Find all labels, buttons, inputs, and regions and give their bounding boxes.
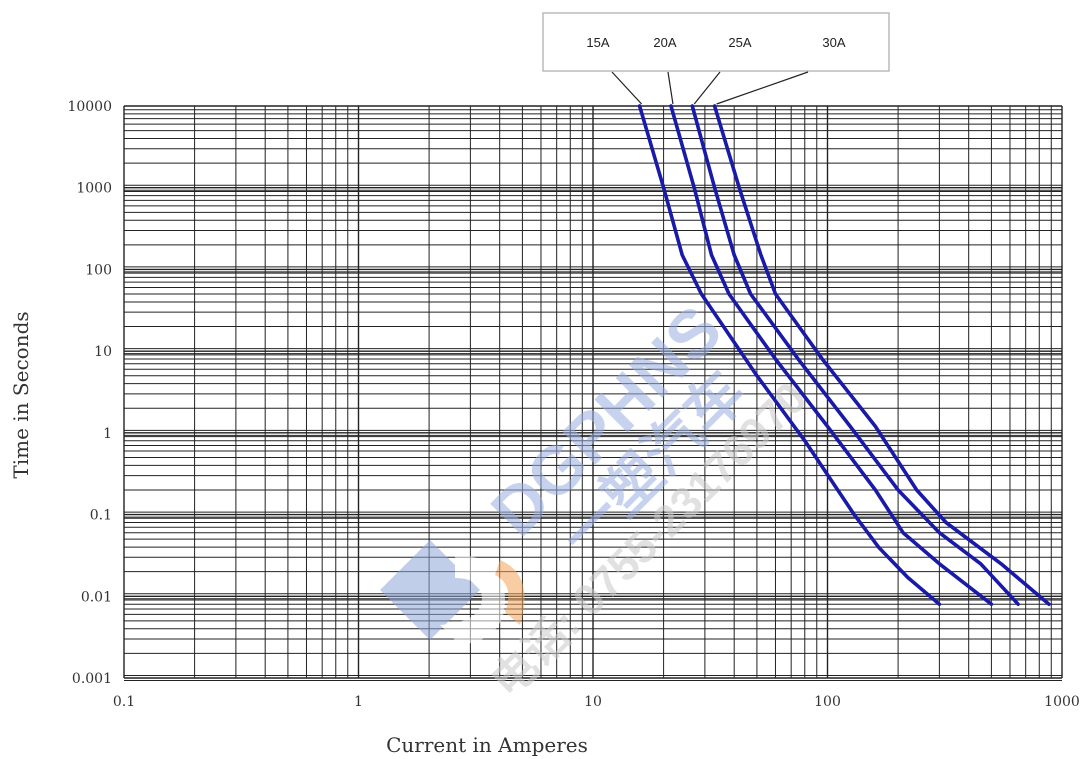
legend-label-25A: 25A — [728, 35, 751, 50]
series-line-15A — [637, 104, 942, 606]
series-layer — [637, 104, 1051, 606]
grid — [123, 105, 1063, 681]
series-line-30A — [712, 104, 1051, 606]
y-tick-label: 0.01 — [81, 589, 112, 605]
y-tick-label: 10000 — [67, 99, 112, 115]
y-tick-label: 0.001 — [72, 671, 112, 687]
legend-box — [542, 12, 890, 72]
legend-leader-20A — [667, 71, 674, 105]
x-tick-label: 100 — [814, 694, 841, 710]
y-tick-label: 100 — [85, 262, 112, 278]
x-tick-label: 10 — [584, 694, 602, 710]
legend-label-30A: 30A — [822, 35, 845, 50]
series-line-25A — [690, 104, 1020, 606]
legend-label-20A: 20A — [653, 35, 676, 50]
y-tick-label: 1000 — [76, 181, 112, 197]
watermark-logo-orange — [495, 560, 525, 625]
legend-leader-25A — [693, 71, 721, 105]
x-tick-label: 0.1 — [113, 694, 135, 710]
legend: 15A 20A 25A 30A — [542, 12, 890, 105]
x-tick-label: 1 — [354, 694, 363, 710]
legend-leader-30A — [716, 71, 809, 105]
x-tick-label: 1000 — [1044, 694, 1080, 710]
watermark-logo-inner — [440, 555, 505, 645]
x-axis-title: Current in Amperes — [386, 733, 588, 757]
y-tick-label: 10 — [94, 344, 112, 360]
y-tick-label: 0.1 — [90, 508, 112, 524]
y-axis-title: Time in Seconds — [9, 311, 33, 478]
legend-leader-15A — [611, 71, 643, 105]
series-line-20A — [669, 104, 994, 606]
y-tick-label: 1 — [103, 426, 112, 442]
tick-labels: 0.1 1 10 100 1000 0.001 0.01 0.1 1 10 100 1000 10000 — [67, 99, 1079, 710]
legend-label-15A: 15A — [586, 35, 609, 50]
